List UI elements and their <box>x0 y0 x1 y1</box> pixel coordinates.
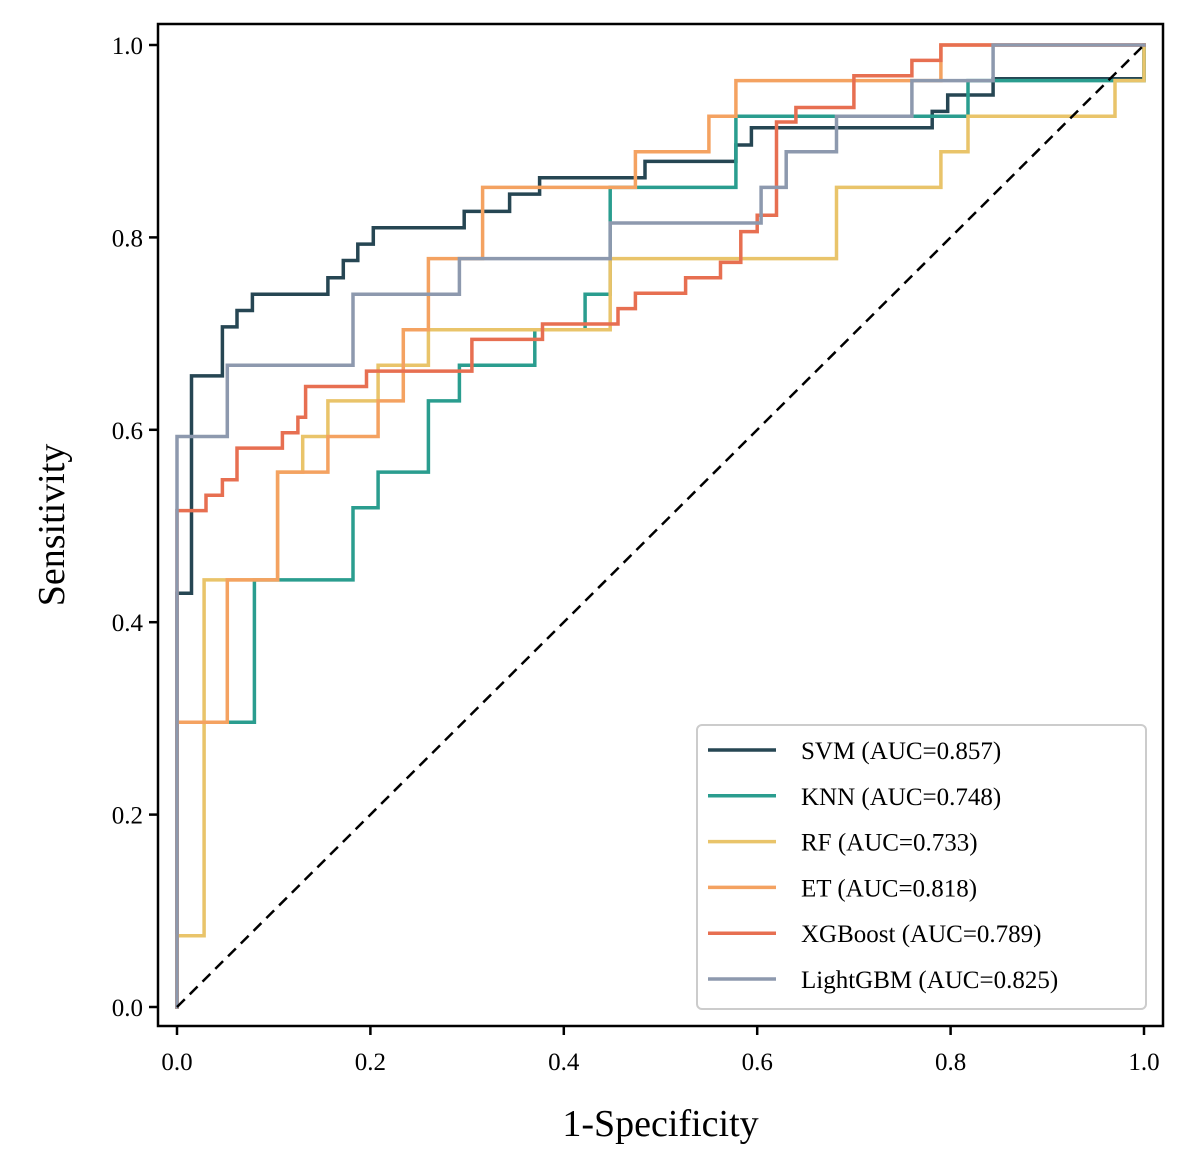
roc-curve-lightgbm <box>175 43 1146 1009</box>
legend-label: ET (AUC=0.818) <box>801 875 977 902</box>
y-tick-label: 0.6 <box>112 418 143 445</box>
legend: SVM (AUC=0.857) KNN (AUC=0.748) RF (AUC=0.… <box>696 724 1147 1010</box>
y-tick-label: 0.4 <box>112 610 144 637</box>
y-axis-label: Sensitivity <box>31 444 73 607</box>
legend-item: KNN (AUC=0.748) <box>708 784 1001 811</box>
legend-item: ET (AUC=0.818) <box>708 875 977 902</box>
legend-item: LightGBM (AUC=0.825) <box>708 967 1058 994</box>
x-tick-label: 1.0 <box>1128 1049 1159 1076</box>
legend-item: XGBoost (AUC=0.789) <box>708 921 1042 948</box>
y-tick-label: 1.0 <box>112 33 143 60</box>
y-axis-ticks: 0.0 0.2 0.4 0.6 0.8 1.0 <box>112 33 158 1022</box>
x-axis-ticks: 0.0 0.2 0.4 0.6 0.8 1.0 <box>161 1026 1160 1076</box>
roc-curve-xgboost <box>175 43 1146 1009</box>
x-tick-label: 0.4 <box>548 1049 580 1076</box>
y-tick-label: 0.0 <box>112 995 143 1022</box>
roc-curve-et <box>175 43 1146 1009</box>
x-tick-label: 0.0 <box>161 1049 192 1076</box>
roc-curve-knn <box>175 43 1146 1009</box>
y-tick-label: 0.8 <box>112 225 143 252</box>
legend-label: KNN (AUC=0.748) <box>801 784 1001 811</box>
legend-label: XGBoost (AUC=0.789) <box>801 921 1042 948</box>
x-tick-label: 0.6 <box>742 1049 773 1076</box>
legend-label: SVM (AUC=0.857) <box>801 738 1001 765</box>
axes-frame <box>156 22 1165 1028</box>
roc-curve-svm <box>175 43 1146 1009</box>
legend-item: SVM (AUC=0.857) <box>708 738 1001 765</box>
x-tick-label: 0.2 <box>355 1049 386 1076</box>
legend-label: LightGBM (AUC=0.825) <box>801 967 1058 994</box>
legend-items: SVM (AUC=0.857) KNN (AUC=0.748) RF (AUC=0.… <box>708 738 1058 994</box>
legend-box <box>696 724 1147 1010</box>
series-layer <box>175 43 1146 1009</box>
y-tick-label: 0.2 <box>112 803 143 830</box>
legend-label: RF (AUC=0.733) <box>801 830 978 857</box>
legend-item: RF (AUC=0.733) <box>708 830 978 857</box>
x-axis-label: 1-Specificity <box>562 1103 758 1145</box>
chance-reference-line <box>176 44 1145 1008</box>
x-tick-label: 0.8 <box>935 1049 966 1076</box>
